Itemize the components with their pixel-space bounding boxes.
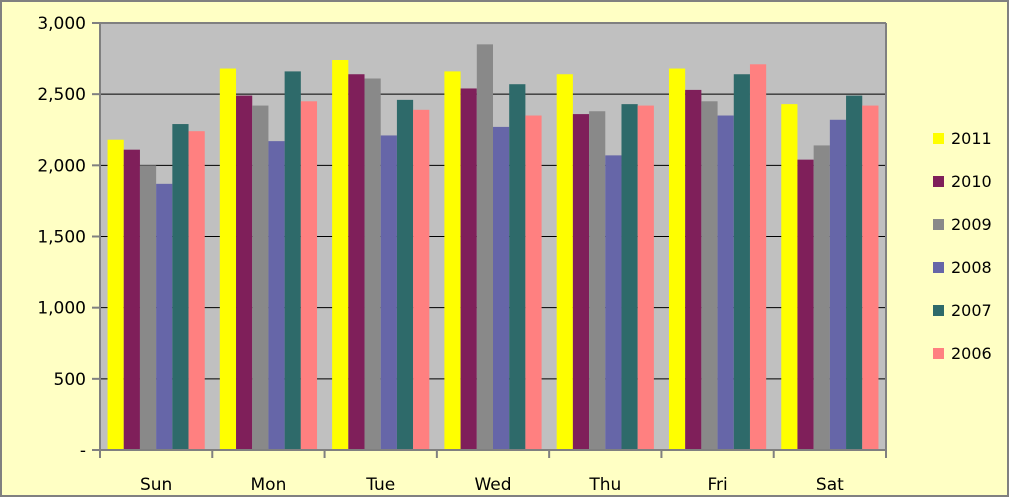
- bar-tue-2007: [396, 99, 414, 451]
- bar-sun-2010: [123, 149, 140, 450]
- bar-thu-2007: [621, 104, 638, 450]
- bar-fri-2011: [668, 68, 686, 451]
- bar-wed-2011: [444, 71, 461, 450]
- legend-swatch-2007: [933, 305, 944, 316]
- plot-area: - 500 1,000 1,500 2,000 2,500 3,000 Sun Mon Tue We…: [37, 14, 887, 495]
- bar-sun-2008: [156, 183, 173, 450]
- legend-swatch-2010: [933, 176, 944, 187]
- bar-wed-2008: [493, 126, 510, 451]
- legend-label-2008: 2008: [951, 258, 992, 277]
- bar-mon-2008: [268, 141, 285, 451]
- y-tick-label: 1,000: [37, 299, 86, 319]
- x-tick-label: Tue: [365, 475, 395, 495]
- y-tick-label: 2,000: [37, 156, 86, 176]
- bar-mon-2006: [300, 101, 318, 451]
- bar-sat-2006: [862, 105, 879, 450]
- bar-fri-2009: [701, 101, 718, 451]
- bar-sun-2011: [107, 139, 124, 451]
- y-tick-label: 3,000: [37, 14, 86, 34]
- bar-mon-2010: [236, 95, 253, 450]
- bar-sat-2008: [829, 119, 847, 450]
- bar-thu-2009: [589, 111, 606, 450]
- legend-label-2010: 2010: [951, 172, 992, 191]
- bar-thu-2006: [637, 105, 654, 450]
- bar-tue-2008: [380, 135, 397, 450]
- x-tick-label: Mon: [251, 475, 287, 495]
- bar-thu-2010: [572, 114, 590, 451]
- bar-wed-2010: [460, 88, 477, 451]
- y-tick-label: 500: [54, 370, 86, 390]
- x-tick-label: Sun: [140, 475, 172, 495]
- legend-swatch-2009: [933, 219, 944, 230]
- bar-sun-2007: [172, 124, 189, 450]
- y-tick-label: 2,500: [37, 85, 86, 105]
- bar-fri-2007: [733, 74, 750, 451]
- legend: 2011 2010 2009 2008 2007 2006: [933, 129, 992, 363]
- legend-label-2006: 2006: [951, 344, 992, 363]
- bar-tue-2009: [364, 78, 381, 450]
- bar-tue-2010: [348, 74, 365, 451]
- legend-label-2007: 2007: [951, 301, 992, 320]
- bar-wed-2006: [525, 115, 542, 451]
- bar-mon-2007: [284, 71, 301, 450]
- x-tick-label: Sat: [816, 475, 844, 495]
- bar-fri-2010: [685, 89, 702, 450]
- bar-tue-2011: [332, 60, 349, 451]
- bar-sat-2010: [797, 159, 814, 450]
- bar-sat-2009: [813, 145, 830, 450]
- bar-tue-2006: [413, 109, 430, 450]
- bar-mon-2009: [252, 105, 269, 450]
- bar-fri-2006: [749, 64, 767, 450]
- x-tick-label: Fri: [707, 475, 727, 495]
- bar-sat-2011: [781, 104, 798, 450]
- legend-label-2009: 2009: [951, 215, 992, 234]
- bar-thu-2011: [556, 74, 573, 451]
- y-tick-label: 1,500: [37, 228, 86, 248]
- bar-fri-2008: [717, 115, 734, 451]
- bar-mon-2011: [219, 68, 237, 451]
- x-tick-label: Wed: [474, 475, 511, 495]
- bar-sat-2007: [846, 95, 863, 450]
- legend-label-2011: 2011: [951, 129, 992, 148]
- legend-swatch-2008: [933, 262, 944, 273]
- bar-thu-2008: [605, 155, 622, 450]
- bar-sun-2009: [139, 165, 157, 451]
- x-tick-label: Thu: [588, 475, 621, 495]
- legend-swatch-2011: [933, 133, 944, 144]
- legend-swatch-2006: [933, 348, 944, 359]
- bar-sun-2006: [188, 131, 205, 450]
- bar-wed-2007: [509, 84, 526, 450]
- bar-wed-2009: [476, 44, 493, 450]
- y-tick-label: -: [80, 441, 86, 461]
